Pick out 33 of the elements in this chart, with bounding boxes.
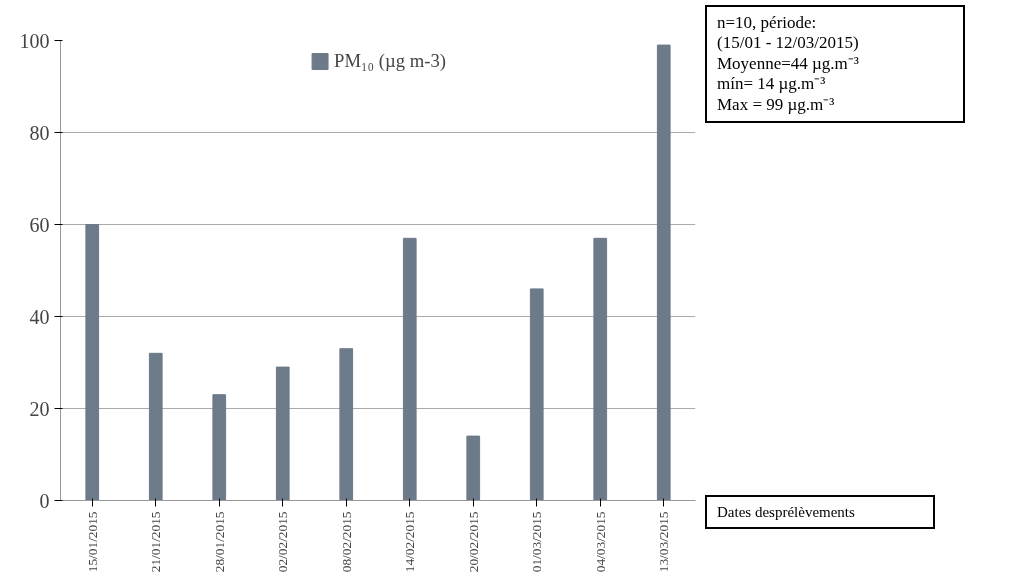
y-tick-label: 60: [29, 213, 50, 236]
bar: [339, 348, 354, 501]
x-tick-label: 20/02/2015: [465, 511, 481, 573]
bar: [212, 394, 227, 501]
text: Moyenne=44 µg.m⁻³: [717, 53, 859, 73]
bar: [529, 288, 544, 501]
x-axis-title: Dates desprélèvements: [705, 495, 935, 529]
x-tick-label: 28/01/2015: [211, 511, 227, 573]
bar: [656, 44, 671, 501]
bar: [85, 224, 100, 501]
legend-label: PM₁₀ (µg m-3): [334, 50, 446, 72]
bar: [275, 366, 290, 501]
bar: [148, 352, 163, 501]
x-tick-label: 04/03/2015: [592, 511, 608, 573]
y-tick-label: 100: [19, 29, 50, 52]
x-tick-label: 02/02/2015: [275, 511, 291, 573]
y-tick-label: 80: [29, 121, 50, 144]
x-tick-label: 01/03/2015: [529, 511, 545, 573]
text: n=10, période:: [717, 13, 817, 32]
text: Max = 99 µg.m⁻³: [717, 94, 835, 114]
y-tick-label: 20: [29, 397, 50, 420]
bar: [466, 435, 481, 501]
y-tick-label: 40: [29, 305, 50, 328]
y-tick-label: 0: [39, 489, 50, 512]
x-tick-label: 13/03/2015: [656, 511, 672, 573]
bar: [402, 237, 417, 501]
bar: [593, 237, 608, 501]
x-tick-label: 08/02/2015: [338, 511, 354, 573]
x-tick-label: 15/01/2015: [84, 511, 100, 573]
text: mín= 14 µg.m⁻³: [717, 74, 826, 94]
text: (15/01 - 12/03/2015): [717, 33, 859, 53]
x-tick-label: 21/01/2015: [148, 511, 164, 573]
x-tick-label: 14/02/2015: [402, 511, 418, 573]
